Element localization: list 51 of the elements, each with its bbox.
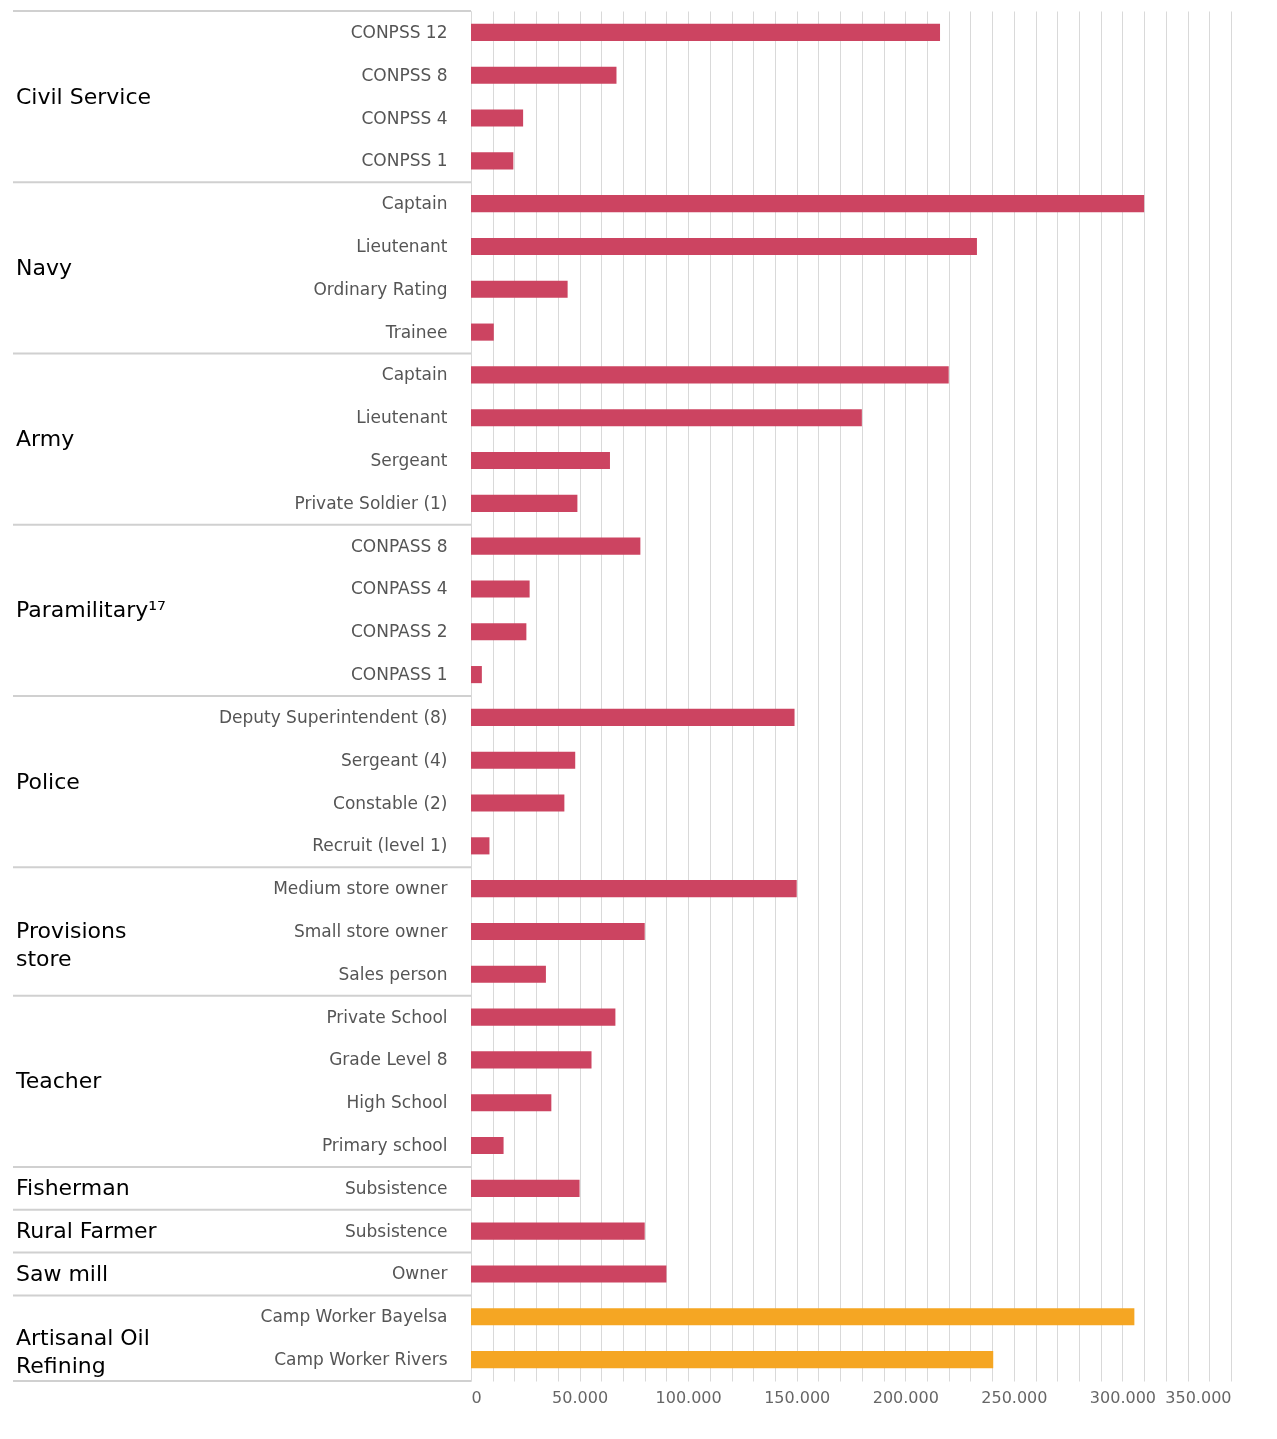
text: Paramilitary¹⁷ (16, 597, 166, 623)
y-tick-label: CONPASS 8 (350, 535, 448, 556)
y-tick-label: CONPSS 4 (361, 107, 448, 128)
y-tick-label: Primary school (321, 1135, 448, 1156)
text: Provisions store (16, 918, 127, 972)
y-tick-label: Trainee (384, 321, 448, 342)
y-tick-label: CONPSS 1 (361, 150, 448, 171)
y-tick-label: Sergeant (4) (340, 749, 448, 770)
y-tick-label: Medium store owner (273, 878, 448, 899)
text: Fisherman (16, 1175, 130, 1201)
y-tick-label: Subsistence (345, 1177, 448, 1198)
y-tick-label: CONPASS 4 (350, 578, 448, 599)
y-tick-label: CONPSS 8 (361, 64, 448, 85)
y-tick-label: CONPASS 1 (350, 664, 448, 685)
x-tick-label: 50.000 (552, 1387, 609, 1407)
y-tick-label: Captain (381, 193, 448, 214)
y-tick-label: CONPASS 2 (350, 621, 448, 642)
y-tick-label: Grade Level 8 (329, 1049, 448, 1070)
y-tick-label: Constable (2) (333, 792, 448, 813)
y-tick-label: Sergeant (370, 450, 448, 471)
y-tick-label: Camp Worker Rivers (274, 1349, 448, 1370)
y-tick-label: Subsistence (345, 1220, 448, 1241)
x-tick-label: 0 (471, 1387, 482, 1407)
x-tick-label: 250.000 (981, 1387, 1048, 1407)
text: Teacher (15, 1068, 103, 1094)
text: Navy (16, 254, 72, 280)
x-tick-label: 200.000 (872, 1387, 939, 1407)
y-tick-label: Private Soldier (1) (294, 492, 448, 513)
y-tick-label: Ordinary Rating (313, 278, 448, 299)
text: Rural Farmer (16, 1218, 158, 1244)
y-tick-label: Small store owner (293, 920, 448, 941)
y-tick-label: Deputy Superintendent (8) (218, 706, 448, 727)
y-tick-label: Private School (326, 1006, 448, 1027)
x-tick-label: 100.000 (655, 1387, 722, 1407)
y-tick-label: Sales person (338, 963, 448, 984)
x-tick-label: 300.000 (1089, 1387, 1157, 1407)
y-tick-label: Lieutenant (356, 407, 448, 428)
text: Police (16, 768, 80, 794)
text: Saw mill (16, 1260, 109, 1286)
text: Civil Service (16, 83, 152, 109)
text: Army (16, 426, 75, 452)
y-tick-label: High School (346, 1092, 448, 1113)
text: Artisanal Oil Refining (16, 1325, 150, 1379)
y-tick-label: Captain (381, 364, 448, 385)
y-tick-label: Lieutenant (356, 235, 448, 256)
x-tick-label: 350.000 (1165, 1387, 1232, 1407)
y-tick-label: Camp Worker Bayelsa (260, 1306, 448, 1327)
y-tick-label: Owner (391, 1263, 448, 1284)
x-tick-label: 150.000 (764, 1387, 831, 1407)
y-tick-label: Recruit (level 1) (312, 835, 448, 856)
y-tick-label: CONPSS 12 (350, 21, 448, 42)
